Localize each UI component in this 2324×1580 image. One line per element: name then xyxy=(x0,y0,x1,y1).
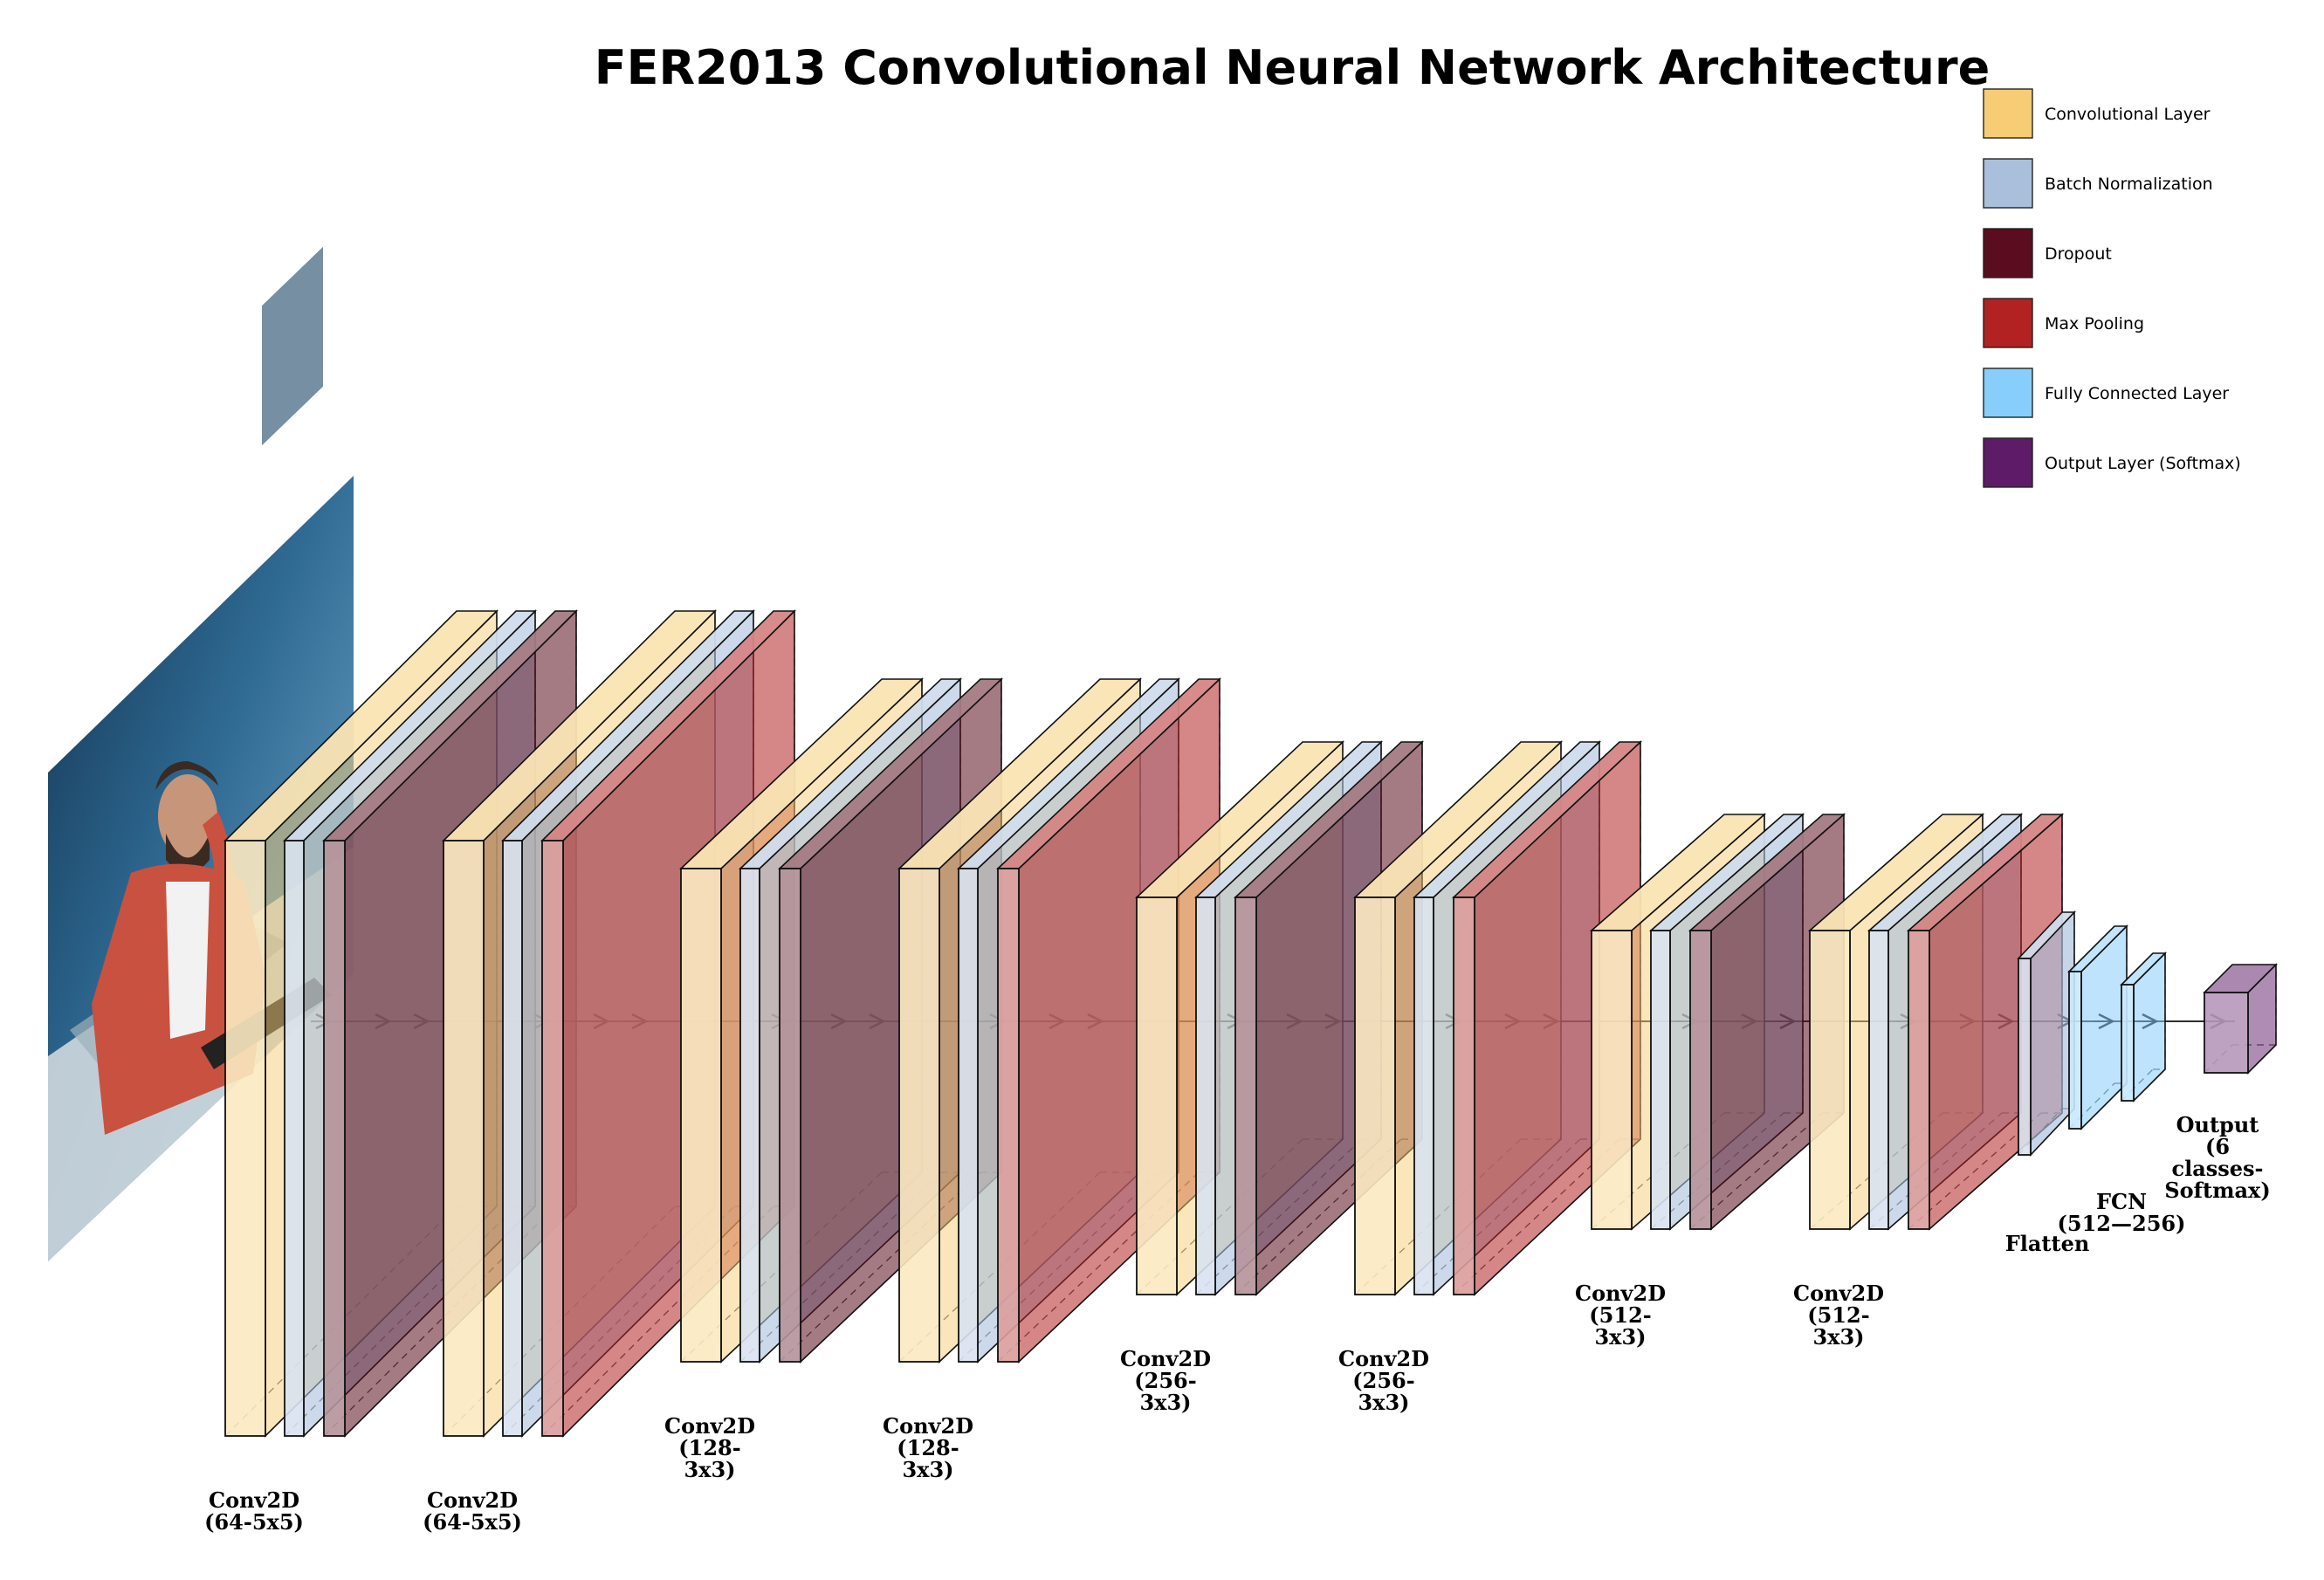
layer-label-2: Conv2D (64-5x5) xyxy=(423,1487,522,1535)
legend-swatch xyxy=(1983,437,2033,488)
layer-label-line: Conv2D xyxy=(664,1413,755,1439)
layer-label-line: Conv2D xyxy=(209,1487,299,1513)
fcn-label: FCN (512—256) xyxy=(2058,1189,2186,1236)
layer-label-line: Conv2D xyxy=(1575,1281,1666,1306)
legend-label: Max Pooling xyxy=(2045,314,2144,333)
layer-label-line: Conv2D xyxy=(427,1487,518,1513)
legend-item-batchnorm: Batch Normalization xyxy=(1983,158,2213,209)
legend-item-dropout: Dropout xyxy=(1983,228,2112,278)
layer-labels: Conv2D (64-5x5)Conv2D (64-5x5)Conv2D (128-3… xyxy=(204,1112,2271,1535)
flatten-label: Flatten xyxy=(2005,1231,2090,1256)
layer-label-line: 3x3) xyxy=(1594,1324,1646,1350)
layer-label-line: 3x3) xyxy=(684,1457,735,1482)
layer-label-line: Conv2D xyxy=(1120,1346,1211,1371)
layer-label-5: Conv2D (256-3x3) xyxy=(1120,1346,1211,1415)
output-layer xyxy=(2203,963,2278,1075)
layer-label-line: (64-5x5) xyxy=(204,1509,304,1535)
layer-label-line: (256- xyxy=(1134,1368,1196,1393)
output-label-line: (6 xyxy=(2205,1134,2230,1159)
layer-label-line: Conv2D xyxy=(1793,1281,1884,1306)
layer-label-line: 3x3) xyxy=(1139,1390,1191,1415)
layer-label-line: (128- xyxy=(678,1435,740,1460)
output-label-line: classes- xyxy=(2171,1156,2263,1181)
legend-label: Output Layer (Softmax) xyxy=(2045,454,2241,473)
layer-label-line: (512- xyxy=(1807,1302,1869,1328)
legend-item-maxpool: Max Pooling xyxy=(1983,298,2144,348)
fc-layer-1 xyxy=(2067,924,2128,1130)
diagram-title: FER2013 Convolutional Neural Network Arc… xyxy=(595,40,1990,95)
layer-label-1: Conv2D (64-5x5) xyxy=(204,1487,304,1535)
output-label-line: Softmax) xyxy=(2164,1178,2270,1203)
layer-label-line: 3x3) xyxy=(1358,1390,1409,1415)
legend-item-output: Output Layer (Softmax) xyxy=(1983,437,2241,488)
layer-label-3: Conv2D (128-3x3) xyxy=(664,1413,755,1482)
legend-swatch xyxy=(1983,228,2033,278)
legend-swatch xyxy=(1983,88,2033,139)
fc-layer-2 xyxy=(2120,951,2167,1103)
layer-label-line: (512- xyxy=(1589,1302,1651,1328)
legend-label: Convolutional Layer xyxy=(2045,105,2211,124)
output-label-line: Output xyxy=(2176,1112,2259,1137)
layer-label-line: (64-5x5) xyxy=(423,1509,522,1535)
layer-label-4: Conv2D (128-3x3) xyxy=(883,1413,973,1482)
layer-label-8: Conv2D (512-3x3) xyxy=(1793,1281,1884,1350)
layer-label-line: 3x3) xyxy=(1812,1324,1864,1350)
layer-label-line: (128- xyxy=(897,1435,959,1460)
layer-label-line: Conv2D xyxy=(1338,1346,1429,1371)
flatten-layer xyxy=(2017,910,2076,1158)
legend-label: Fully Connected Layer xyxy=(2045,384,2229,403)
layer-label-7: Conv2D (512-3x3) xyxy=(1575,1281,1666,1350)
layer-stack xyxy=(223,609,2278,1438)
layer-label-line: 3x3) xyxy=(902,1457,953,1482)
legend-swatch xyxy=(1983,158,2033,209)
fcn-label-line: (512—256) xyxy=(2058,1211,2186,1236)
legend-item-conv: Convolutional Layer xyxy=(1983,88,2211,139)
legend: Convolutional Layer Batch Normalization Dr… xyxy=(1983,88,2241,488)
legend-item-fc: Fully Connected Layer xyxy=(1983,368,2229,418)
layer-label-line: (256- xyxy=(1352,1368,1414,1393)
output-label: Output (6 classes-Softmax) xyxy=(2164,1112,2270,1203)
person-head-icon xyxy=(158,774,217,858)
legend-label: Dropout xyxy=(2045,244,2112,264)
legend-swatch xyxy=(1983,368,2033,418)
legend-label: Batch Normalization xyxy=(2045,175,2213,194)
layer-label-6: Conv2D (256-3x3) xyxy=(1338,1346,1429,1415)
legend-swatch xyxy=(1983,298,2033,348)
layer-label-line: Conv2D xyxy=(883,1413,973,1439)
fcn-label-line: FCN xyxy=(2096,1189,2147,1214)
